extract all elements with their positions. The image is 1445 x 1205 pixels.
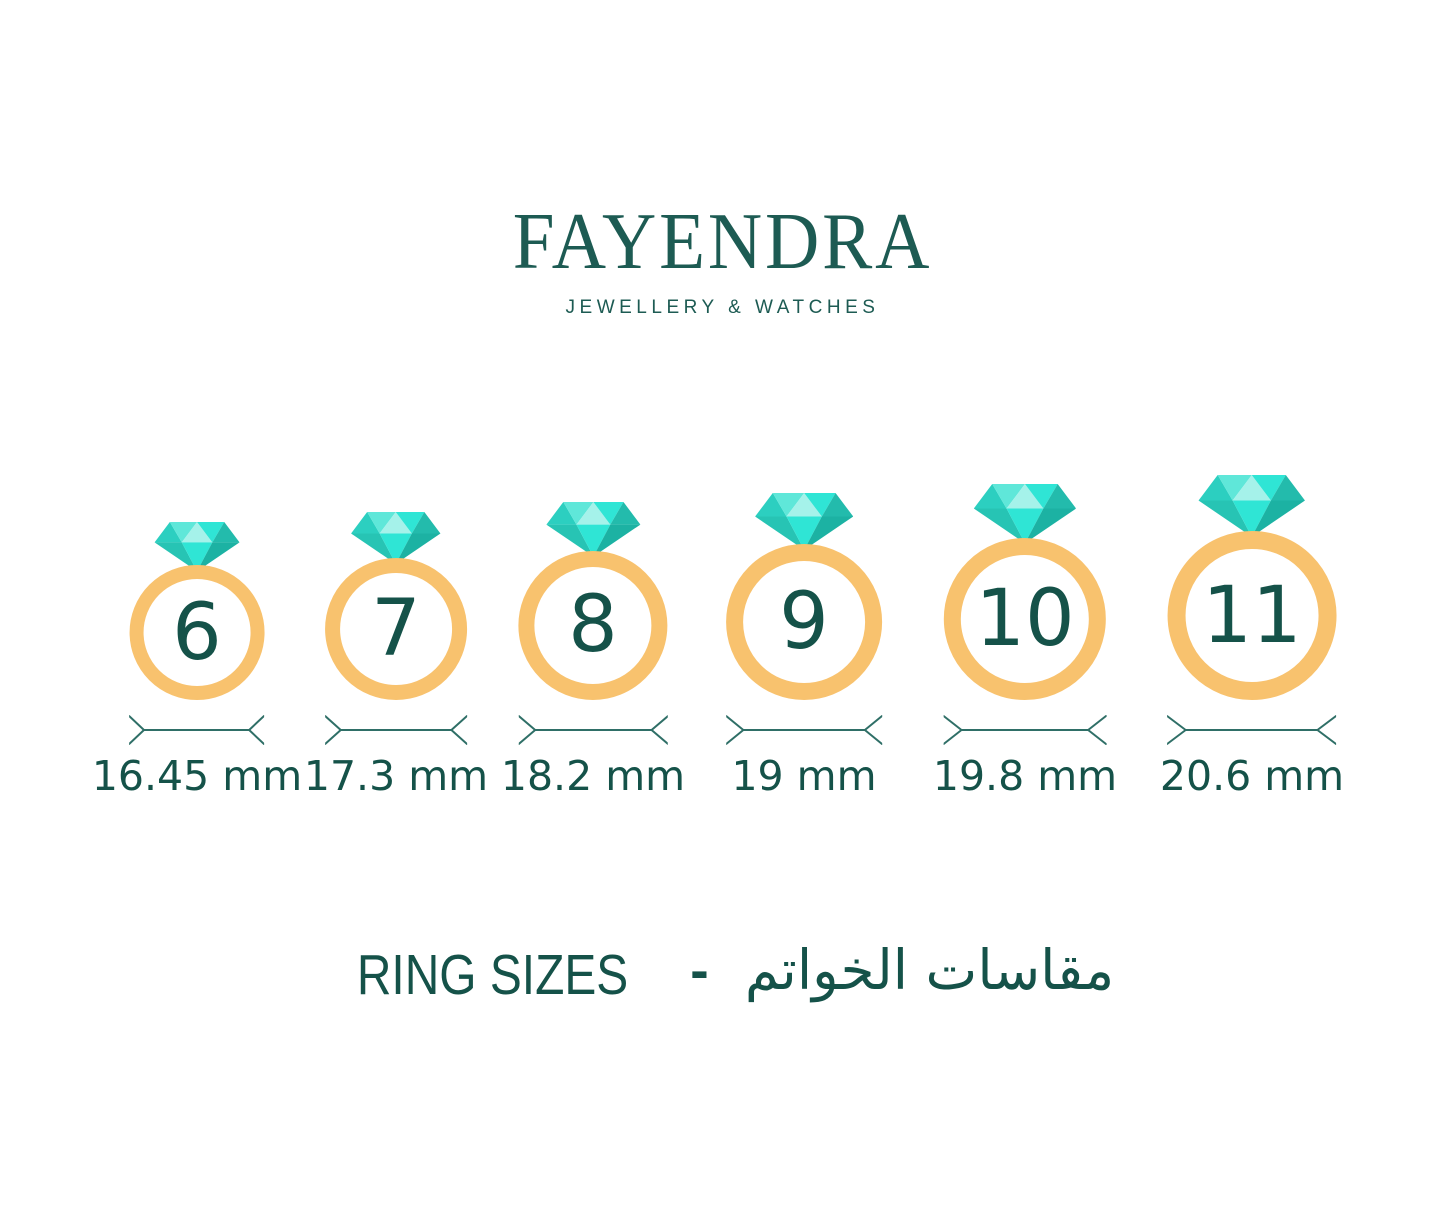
- ring-diameter-label: 17.3 mm: [303, 752, 489, 800]
- ring-size-number: 11: [1202, 570, 1302, 661]
- diamond-icon: [1198, 475, 1306, 538]
- diameter-indicator: [518, 712, 667, 748]
- diameter-indicator: [944, 712, 1106, 748]
- ring-band: 8: [518, 550, 668, 700]
- title-separator: -: [689, 945, 709, 999]
- ring-diameter-label: 19 mm: [731, 752, 877, 800]
- ring-diameter-label: 19.8 mm: [932, 752, 1118, 800]
- diamond-icon: [545, 502, 641, 557]
- diamond-icon: [754, 493, 854, 551]
- brand-name: FAYENDRA: [512, 198, 933, 286]
- title-english: RING SIZES: [356, 943, 628, 1007]
- diameter-indicator: [130, 712, 265, 748]
- ring-band: 6: [129, 565, 265, 700]
- brand-tagline: JEWELLERY & WATCHES: [565, 297, 880, 318]
- brand-logo: FAYENDRA JEWELLERY & WATCHES: [0, 202, 1445, 319]
- ring-size-number: 7: [371, 584, 421, 675]
- diamond-icon: [973, 484, 1077, 544]
- diamond-icon: [154, 521, 240, 572]
- ring-band: 10: [943, 537, 1107, 700]
- ring-band: 7: [325, 558, 467, 700]
- ring-diameter-label: 16.45 mm: [91, 752, 303, 800]
- ring-band: 9: [726, 544, 882, 700]
- ring-size-number: 10: [975, 573, 1075, 664]
- ring-size-number: 8: [568, 580, 618, 671]
- diamond-icon: [351, 512, 441, 565]
- ring-size-number: 6: [172, 587, 222, 678]
- ring-item: 11 20.6 mm: [1160, 475, 1344, 800]
- ring-size-number: 9: [779, 577, 829, 668]
- ring-item: 8 18.2 mm: [501, 502, 685, 800]
- page-title: RING SIZES - مقاسات الخواتم: [0, 930, 1445, 1020]
- ring-diameter-label: 20.6 mm: [1159, 752, 1345, 800]
- ring-band: 11: [1167, 531, 1337, 700]
- ring-diameter-label: 18.2 mm: [500, 752, 686, 800]
- diameter-indicator: [726, 712, 882, 748]
- ring-item: 7 17.3 mm: [304, 512, 488, 800]
- diameter-indicator: [1168, 712, 1337, 748]
- diameter-indicator: [325, 712, 467, 748]
- ring-item: 6 16.45 mm: [92, 521, 302, 800]
- ring-item: 10 19.8 mm: [933, 484, 1117, 800]
- title-arabic: مقاسات الخواتم: [744, 938, 1115, 1002]
- ring-item: 9 19 mm: [726, 493, 882, 800]
